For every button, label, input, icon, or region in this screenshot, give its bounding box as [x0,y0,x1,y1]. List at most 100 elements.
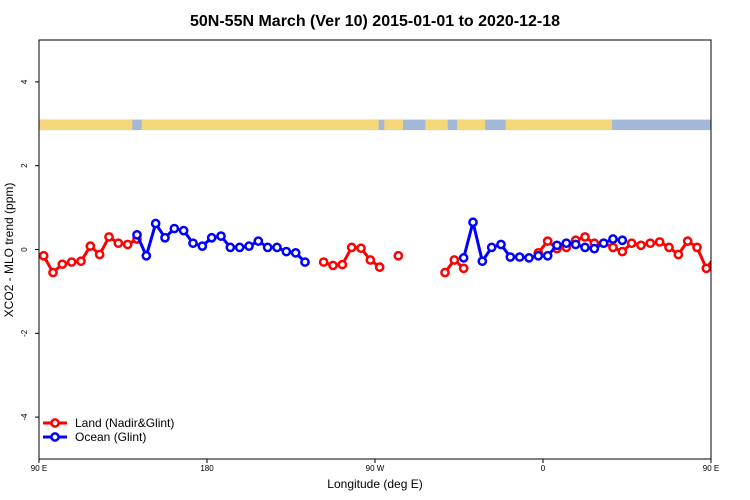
y-axis-title: XCO2 - MLO trend (ppm) [2,183,16,318]
legend-label: Ocean (Glint) [75,430,146,444]
x-tick-label: 90 E [703,464,719,473]
data-point [645,238,656,249]
data-point [39,250,49,261]
y-tick-label: 0 [20,247,29,252]
data-point [113,238,124,249]
data-point [673,249,684,260]
legend-item: Ocean (Glint) [43,430,146,444]
data-point [458,263,469,274]
data-point [318,257,329,267]
series-ocean [132,217,628,267]
land-band [711,120,750,130]
y-tick-label: -4 [20,413,29,421]
data-point [85,241,96,251]
data-point [477,256,488,267]
data-point [589,243,600,254]
data-point [552,240,562,251]
data-point [122,239,133,250]
x-tick-label: 90 W [366,464,385,473]
land-band [39,119,133,131]
data-point [486,242,497,253]
data-point [290,248,301,258]
data-point [533,250,544,261]
data-point [561,238,572,249]
legend-label: Land (Nadir&Glint) [75,416,174,430]
data-point [664,242,674,253]
legend: Land (Nadir&Glint)Ocean (Glint) [43,416,174,444]
data-point [524,253,534,263]
data-point [692,242,702,253]
data-point [608,234,618,244]
land-band [141,119,379,131]
data-point [57,259,68,270]
data-point [701,263,711,274]
data-point [66,257,77,267]
data-point [496,239,506,250]
data-point [654,237,665,247]
data-point [197,241,208,251]
data-point [580,242,590,253]
data-point [710,254,711,258]
series-line [135,219,307,264]
data-point [440,267,450,278]
data-point [104,232,114,242]
data-point [188,238,198,249]
x-axis-title: Longitude (deg E) [327,477,422,491]
data-point [94,249,105,260]
data-point [300,257,310,267]
land-band [457,119,486,131]
legend-marker [50,418,60,428]
data-point [328,260,338,271]
x-tick-label: 180 [200,464,214,473]
data-point [608,242,618,253]
legend-marker [50,432,60,442]
legend-item: Land (Nadir&Glint) [43,416,174,430]
data-point [178,225,189,236]
data-point [514,252,525,262]
data-point [731,262,738,269]
data-point [234,242,245,253]
data-point [337,259,348,270]
x-tick-label: 90 E [31,464,47,473]
series-land [39,232,747,278]
y-tick-label: 4 [20,79,29,84]
data-point [468,217,478,228]
data-point [393,250,404,261]
data-point [617,246,628,257]
land-ocean-strip [39,119,750,131]
data-point [132,229,142,240]
data-point [206,232,217,243]
data-point [505,252,516,262]
data-point [458,253,469,263]
data-point [244,241,254,251]
data-point [449,255,460,265]
data-point [626,238,637,249]
data-point [740,258,747,265]
chart-title: 50N-55N March (Ver 10) 2015-01-01 to 202… [190,13,560,30]
data-point [141,250,152,261]
data-point [281,246,292,257]
data-point [721,269,728,276]
data-point [216,231,226,241]
y-tick-label: -2 [20,329,29,337]
y-tick-label: 2 [20,163,29,168]
x-tick-label: 0 [541,464,546,473]
land-band [425,119,448,131]
data-point [169,223,180,234]
data-point [580,232,590,242]
data-point [346,242,357,253]
land-band [505,119,613,131]
data-point [570,239,581,250]
data-point [262,242,273,253]
land-band [384,119,403,131]
data-point [150,218,161,229]
data-point [682,236,693,246]
axes: 90 E 180 90 W 0 90 E -4 -2 0 2 4 [20,79,719,473]
data-point [374,262,385,272]
data-point [542,236,553,246]
series-layer [39,217,747,278]
data-point [160,232,170,243]
data-point [272,242,282,253]
data-point [253,236,264,246]
